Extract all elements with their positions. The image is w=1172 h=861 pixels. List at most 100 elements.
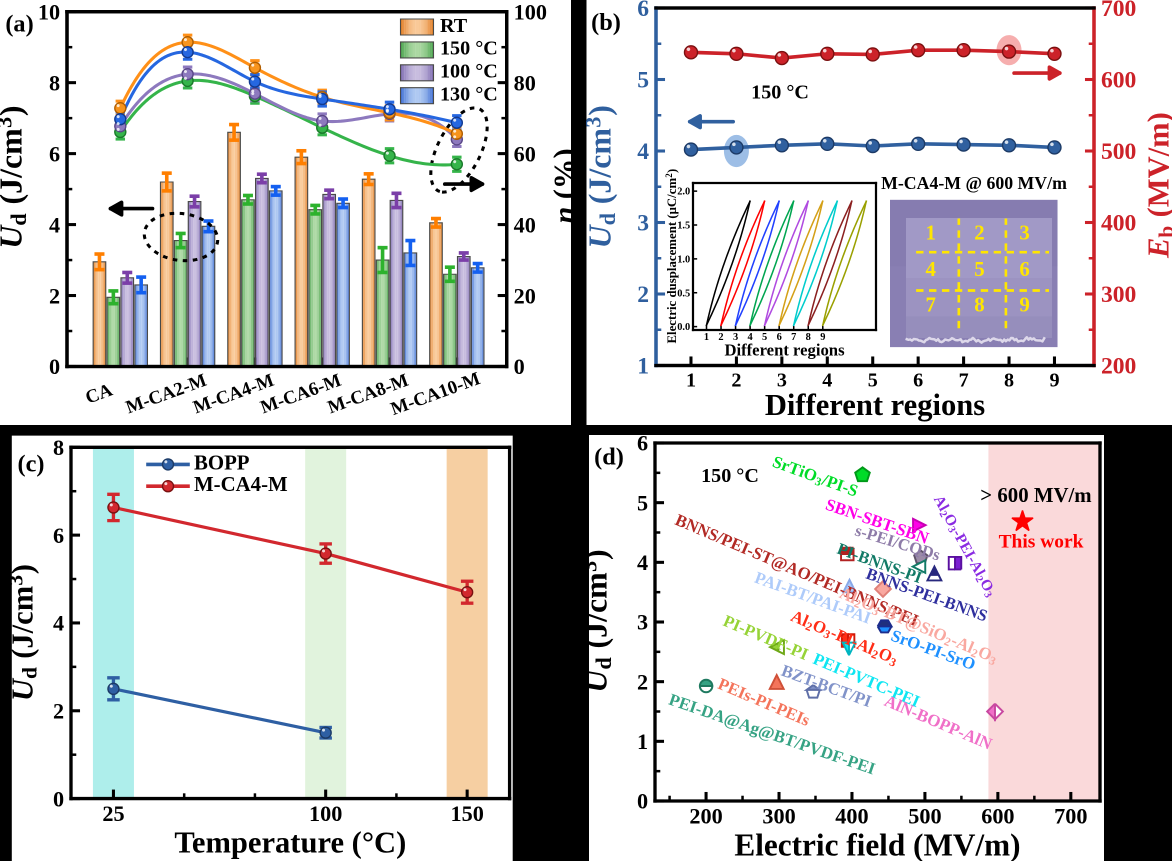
svg-text:60: 60 [514, 141, 536, 166]
svg-text:300: 300 [1101, 282, 1136, 308]
svg-text:0: 0 [49, 354, 60, 379]
svg-text:1.0: 1.0 [677, 254, 690, 265]
svg-text:2: 2 [637, 669, 648, 694]
svg-text:BOPP: BOPP [194, 450, 250, 474]
svg-text:80: 80 [514, 70, 536, 95]
svg-text:0: 0 [637, 789, 648, 814]
svg-text:6: 6 [913, 369, 923, 391]
svg-text:3: 3 [733, 332, 738, 343]
svg-text:Electric field (MV/m): Electric field (MV/m) [734, 828, 1020, 861]
svg-text:6: 6 [637, 0, 649, 22]
svg-text:3: 3 [1019, 220, 1029, 244]
svg-text:2: 2 [53, 698, 64, 723]
svg-text:A l O -: A l O - P E I - A l O 2 3 2 3 [927, 489, 1005, 601]
svg-text:1: 1 [686, 369, 696, 391]
svg-text:5: 5 [974, 257, 984, 281]
svg-text:M-CA4-M: M-CA4-M [194, 472, 288, 496]
svg-text:2: 2 [49, 283, 60, 308]
svg-text:7: 7 [959, 369, 969, 391]
svg-text:M-CA4-M @ 600 MV/m: M-CA4-M @ 600 MV/m [881, 173, 1067, 193]
svg-text:(b): (b) [591, 9, 621, 36]
svg-text:8: 8 [806, 332, 811, 343]
svg-text:3: 3 [777, 369, 787, 391]
svg-text:3: 3 [637, 211, 649, 237]
svg-text:4: 4 [637, 550, 648, 575]
svg-text:Different regions: Different regions [724, 340, 845, 359]
svg-text:1: 1 [637, 354, 649, 380]
svg-text:4: 4 [53, 611, 64, 636]
svg-text:1: 1 [637, 729, 648, 754]
svg-text:700: 700 [1054, 803, 1087, 828]
svg-text:130 °C: 130 °C [440, 84, 498, 106]
svg-text:6: 6 [49, 141, 60, 166]
svg-text:U d 3: U d 3 ( J / c m ) [580, 105, 620, 248]
svg-text:4: 4 [822, 369, 832, 391]
svg-text:E l e c: E l e c t r i c d u s p l a c e m e n t … [656, 163, 681, 343]
svg-text:> 600 MV/m: > 600 MV/m [980, 483, 1091, 507]
svg-text:400: 400 [835, 803, 868, 828]
svg-text:1.5: 1.5 [677, 221, 690, 232]
svg-text:A l O -: A l O - P I - A l O 2 3 2 3 [787, 602, 903, 672]
svg-text:150 °C: 150 °C [701, 465, 759, 487]
svg-text:9: 9 [820, 332, 825, 343]
svg-text:40: 40 [514, 212, 536, 237]
svg-text:RT: RT [440, 15, 468, 37]
svg-text:(c): (c) [18, 450, 45, 477]
svg-text:0.0: 0.0 [677, 322, 690, 333]
svg-text:0: 0 [514, 354, 525, 379]
svg-text:200: 200 [1101, 354, 1136, 380]
svg-text:8: 8 [974, 292, 984, 316]
svg-text:7: 7 [925, 292, 935, 316]
svg-text:300: 300 [762, 803, 795, 828]
svg-text:(d): (d) [594, 444, 624, 471]
svg-text:100 °C: 100 °C [440, 61, 498, 83]
svg-text:3: 3 [637, 610, 648, 635]
svg-text:6: 6 [1019, 257, 1029, 281]
svg-text:0.5: 0.5 [677, 288, 690, 299]
svg-text:Temperature (°C): Temperature (°C) [174, 825, 406, 859]
svg-text:6: 6 [637, 431, 648, 456]
svg-text:8: 8 [53, 435, 64, 460]
svg-text:150 °C: 150 °C [440, 38, 498, 60]
svg-text:4: 4 [748, 332, 754, 343]
svg-text:20: 20 [514, 283, 536, 308]
svg-text:η ( %: η ( % ) [547, 148, 581, 223]
svg-text:5: 5 [868, 369, 878, 391]
svg-text:9: 9 [1049, 369, 1059, 391]
svg-text:150 °C: 150 °C [751, 82, 809, 104]
svg-text:6: 6 [53, 523, 64, 548]
svg-text:2: 2 [974, 220, 984, 244]
svg-text:4: 4 [925, 257, 936, 281]
svg-text:5: 5 [637, 68, 649, 94]
svg-text:2: 2 [718, 332, 723, 343]
svg-text:4: 4 [49, 212, 60, 237]
svg-text:This work: This work [999, 531, 1084, 552]
svg-text:200: 200 [689, 803, 722, 828]
svg-text:9: 9 [1019, 292, 1029, 316]
svg-text:100: 100 [514, 0, 547, 24]
svg-text:400: 400 [1101, 211, 1136, 237]
svg-text:2: 2 [637, 282, 649, 308]
svg-text:2.0: 2.0 [677, 187, 690, 198]
svg-text:8: 8 [49, 70, 60, 95]
svg-text:25: 25 [102, 801, 124, 826]
svg-text:U d 3: U d 3 ( J / c m ) [0, 105, 31, 248]
svg-text:1: 1 [925, 220, 935, 244]
svg-text:(a): (a) [5, 11, 33, 38]
svg-text:100: 100 [309, 801, 342, 826]
svg-text:500: 500 [908, 803, 941, 828]
svg-text:4: 4 [637, 139, 649, 165]
svg-text:150: 150 [450, 801, 483, 826]
svg-text:600: 600 [1101, 68, 1136, 94]
svg-text:6: 6 [777, 332, 782, 343]
svg-text:2: 2 [731, 369, 741, 391]
svg-text:500: 500 [1101, 139, 1136, 165]
svg-text:0: 0 [53, 786, 64, 811]
svg-text:10: 10 [38, 0, 60, 24]
svg-text:600: 600 [981, 803, 1014, 828]
svg-text:U d 3: U d 3 ( J / c m ) [576, 549, 616, 692]
svg-text:U d 3: U d 3 ( J / c m ) [2, 564, 41, 701]
svg-text:5: 5 [637, 490, 648, 515]
svg-text:A l O -: A l O - B T @ S i O - A l O 2 3 2 2 3 [836, 579, 1003, 670]
svg-text:E b (: E b ( M V / m ) [1142, 112, 1172, 259]
